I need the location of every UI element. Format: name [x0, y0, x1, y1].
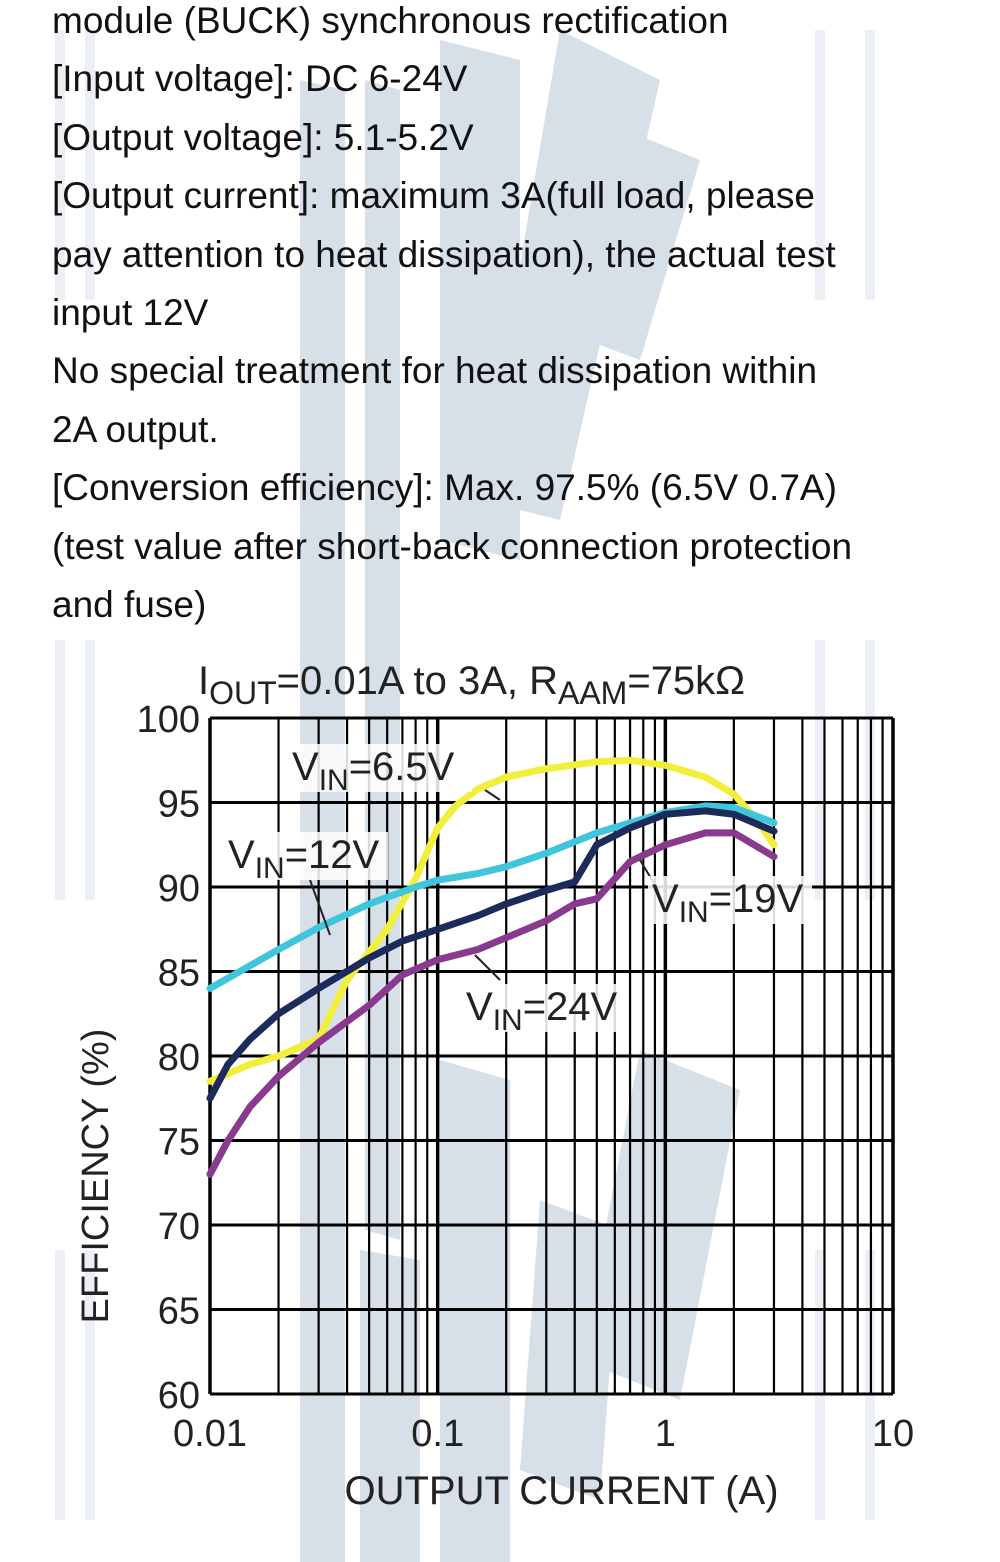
x-axis-label: OUTPUT CURRENT (A) — [344, 1469, 778, 1513]
series-label-main: V — [466, 985, 493, 1029]
series-label-vin_12: VIN=12V — [228, 833, 380, 885]
series-line-vin_12 — [206, 802, 778, 992]
series-line-vin_24 — [206, 829, 778, 1178]
y-axis-label: EFFICIENCY (%) — [75, 1029, 117, 1324]
series-label-vin_24: VIN=24V — [466, 985, 618, 1037]
y-tick-label: 95 — [158, 784, 200, 826]
spec-line: [Conversion efficiency]: Max. 97.5% (6.5… — [52, 467, 837, 509]
spec-text-block: module (BUCK) synchronous rectification … — [52, 0, 982, 634]
chart-title-text: =75kΩ — [627, 659, 745, 703]
x-tick-label: 0.01 — [173, 1413, 247, 1455]
y-tick-label: 60 — [158, 1375, 200, 1417]
spec-line: and fuse) — [52, 584, 207, 626]
series-label-subscript: IN — [255, 852, 285, 885]
series-label-main: V — [652, 877, 679, 921]
series-label-tail: =19V — [709, 877, 804, 921]
series-label-tail: =12V — [285, 833, 380, 877]
chart-title-text: =0.01A to 3A, R — [277, 659, 558, 703]
chart-title-text: I — [198, 659, 209, 703]
y-tick-label: 75 — [158, 1122, 200, 1164]
x-tick-label: 0.1 — [411, 1413, 464, 1455]
series-label-background — [462, 984, 626, 1032]
spec-line: pay attention to heat dissipation), the … — [52, 233, 836, 275]
y-tick-label: 90 — [158, 868, 200, 910]
chart-title: IOUT=0.01A to 3A, RAAM=75kΩ — [198, 659, 745, 711]
series-label-subscript: IN — [493, 1004, 523, 1037]
y-tick-label: 100 — [137, 699, 200, 741]
series-line-vin_19 — [206, 807, 778, 1102]
chart-labels: 60 65 70 75 80 85 90 95 100 0.01 0.1 1 10 OUTPUT CURR… — [75, 659, 914, 1513]
spec-line: No special treatment for heat dissipatio… — [52, 350, 818, 392]
series-label-tail: =24V — [523, 985, 618, 1029]
chart-grid — [208, 716, 895, 1396]
series-label-vin_6_5: VIN=6.5V — [292, 745, 455, 797]
series-label-leader — [474, 954, 501, 981]
efficiency-chart: 60 65 70 75 80 85 90 95 100 0.01 0.1 1 10 OUTPUT CURR… — [75, 659, 914, 1513]
series-label-background — [224, 832, 388, 880]
chart-title-subscript: AAM — [558, 675, 627, 711]
y-tick-label: 65 — [158, 1291, 200, 1333]
series-label-subscript: IN — [679, 896, 709, 929]
series-label-leader — [484, 789, 501, 801]
spec-line: input 12V — [52, 292, 209, 334]
series-label-background — [288, 744, 472, 792]
x-tick-label: 10 — [872, 1413, 914, 1455]
series-label-vin_19: VIN=19V — [652, 877, 804, 929]
chart-title-subscript: OUT — [209, 675, 277, 711]
series-label-main: V — [292, 745, 319, 789]
y-tick-label: 80 — [158, 1037, 200, 1079]
spec-line: [Input voltage]: DC 6-24V — [52, 58, 468, 100]
series-label-tail: =6.5V — [349, 745, 455, 789]
spec-line: module (BUCK) synchronous rectification — [52, 0, 729, 41]
series-label-main: V — [228, 833, 255, 877]
spec-line: [Output voltage]: 5.1-5.2V — [52, 116, 474, 158]
chart-series — [206, 756, 778, 1178]
x-tick-label: 1 — [655, 1413, 676, 1455]
y-tick-label: 85 — [158, 953, 200, 995]
spec-line: (test value after short-back connection … — [52, 525, 853, 567]
y-tick-label: 70 — [158, 1206, 200, 1248]
series-label-background — [648, 876, 812, 924]
series-label-subscript: IN — [319, 764, 349, 797]
series-label-leader — [309, 879, 331, 936]
spec-line: [Output current]: maximum 3A(full load, … — [52, 175, 815, 217]
spec-line: 2A output. — [52, 408, 219, 450]
